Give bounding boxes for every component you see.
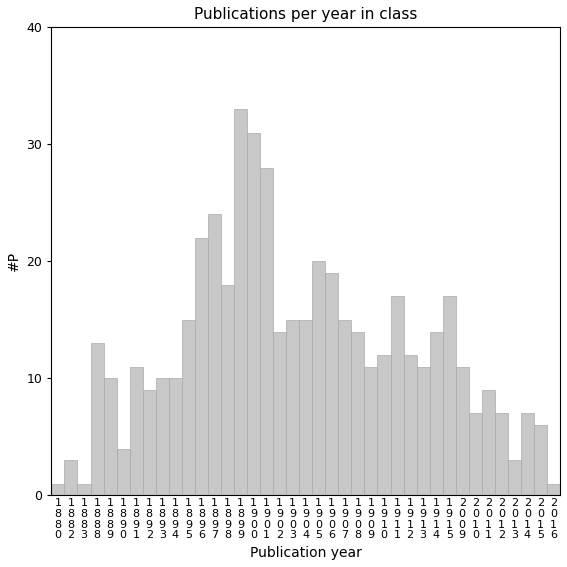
Bar <box>65 460 78 496</box>
Bar <box>169 378 182 496</box>
Bar <box>182 320 195 496</box>
Bar <box>91 343 104 496</box>
Bar <box>404 355 417 496</box>
Bar <box>325 273 338 496</box>
Bar <box>273 332 286 496</box>
Bar <box>234 109 247 496</box>
Bar <box>78 484 91 496</box>
Bar <box>312 261 325 496</box>
Bar <box>378 355 391 496</box>
Bar <box>156 378 169 496</box>
Bar <box>130 367 143 496</box>
Bar <box>52 484 65 496</box>
Bar <box>469 413 482 496</box>
Bar <box>195 238 208 496</box>
Bar <box>521 413 534 496</box>
Bar <box>286 320 299 496</box>
Bar <box>391 297 404 496</box>
Bar <box>117 448 130 496</box>
Bar <box>534 425 547 496</box>
Bar <box>443 297 456 496</box>
Bar <box>417 367 430 496</box>
Bar <box>104 378 117 496</box>
Bar <box>482 390 495 496</box>
Bar <box>352 332 365 496</box>
Bar <box>495 413 508 496</box>
Bar <box>247 133 260 496</box>
Bar <box>260 168 273 496</box>
Bar <box>508 460 521 496</box>
Y-axis label: #P: #P <box>7 251 21 272</box>
Bar <box>143 390 156 496</box>
Bar <box>338 320 352 496</box>
Bar <box>221 285 234 496</box>
Bar <box>456 367 469 496</box>
Bar <box>299 320 312 496</box>
Bar <box>365 367 378 496</box>
Bar <box>547 484 560 496</box>
Bar <box>208 214 221 496</box>
X-axis label: Publication year: Publication year <box>250 546 362 560</box>
Title: Publications per year in class: Publications per year in class <box>194 7 417 22</box>
Bar <box>430 332 443 496</box>
